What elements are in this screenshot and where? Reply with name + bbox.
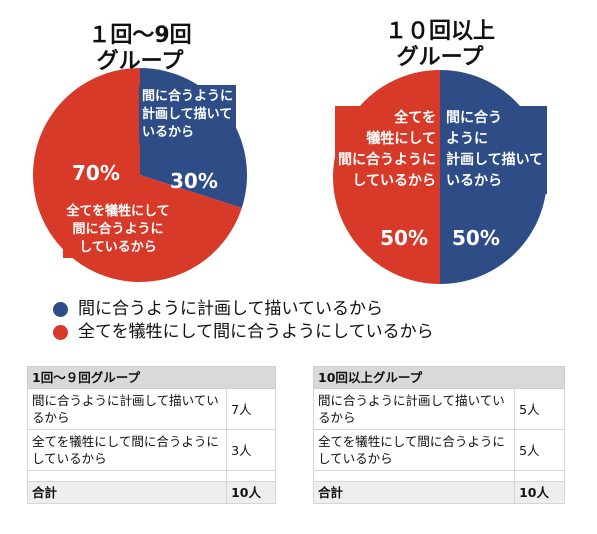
slice-value-label-group: 70% (72, 161, 120, 185)
chart-title: １回〜9回グループ (88, 23, 191, 74)
table-header: 1回〜９回グループ (27, 366, 276, 389)
slice-label-label-box (443, 106, 547, 194)
chart-title: １０回以上グループ (385, 19, 495, 70)
legend-label: 全てを犠牲にして間に合うようにしているから (78, 322, 434, 342)
table-group-10-plus: 10回以上グループ 間に合うように計画して描いているから 5人 全てを犠牲にして間… (312, 366, 565, 504)
chart-title-group: １回〜9回グループ (88, 23, 191, 74)
slice-value-label-group: 50% (452, 226, 500, 250)
table-total-label: 合計 (26, 481, 228, 504)
pie-charts: １回〜9回グループ間に合うように計画して描いているから30%全てを犠牲にして間に… (32, 19, 547, 284)
table-row-value: 5人 (514, 388, 565, 430)
slice-label-group: 全てを犠牲にして間に合うようにしているから (335, 106, 439, 194)
slice-label: 全てを犠牲にして間に合うようにしているから (338, 109, 436, 189)
slice-label-group: 全てを犠牲にして間に合うようにしているから (63, 200, 173, 258)
table-row-label: 全てを犠牲にして間に合うようにしているから (26, 429, 228, 471)
legend-swatch-red (53, 325, 68, 340)
slice-label-label-box (63, 200, 173, 258)
slice-label-label-box (139, 85, 236, 143)
table-group-1-9: 1回〜９回グループ 間に合うように計画して描いているから 7人 全てを犠牲にして間… (26, 366, 276, 504)
slice-label-label-box (335, 106, 439, 194)
table-total-label: 合計 (312, 481, 516, 504)
table-row-label: 間に合うように計画して描いているから (26, 388, 228, 430)
table-total-value: 10人 (226, 481, 276, 504)
table-row-value: 5人 (514, 429, 565, 471)
slice-label-group: 間に合うように計画して描いているから (139, 85, 236, 143)
slice-label: 全てを犠牲にして間に合うようにしているから (65, 203, 169, 255)
table-total-value: 10人 (514, 481, 565, 504)
legend: 間に合うように計画して描いているから 全てを犠牲にして間に合うようにしているから (53, 298, 434, 344)
table-row-value: 3人 (226, 429, 276, 471)
slice-label: 間に合うように計画して描いているから (446, 109, 543, 189)
legend-item-sacrifice: 全てを犠牲にして間に合うようにしているから (53, 321, 434, 344)
slice-label: 間に合うように計画して描いているから (142, 88, 233, 140)
slice-value-label: 50% (380, 226, 428, 250)
legend-label: 間に合うように計画して描いているから (78, 299, 383, 319)
slice-value-label: 70% (72, 161, 120, 185)
slice-value-label-group: 30% (170, 169, 218, 193)
legend-swatch-blue (53, 302, 68, 317)
table-row-label: 間に合うように計画して描いているから (312, 388, 516, 430)
legend-item-planned: 間に合うように計画して描いているから (53, 298, 434, 321)
slice-label-group: 間に合うように計画して描いているから (443, 106, 547, 194)
slice-value-label-group: 50% (380, 226, 428, 250)
table-header: 10回以上グループ (313, 366, 565, 389)
slice-value-label: 30% (170, 169, 218, 193)
slice-value-label: 50% (452, 226, 500, 250)
table-row-value: 7人 (226, 388, 276, 430)
chart-title-group: １０回以上グループ (385, 19, 495, 70)
table-row-label: 全てを犠牲にして間に合うようにしているから (312, 429, 516, 471)
